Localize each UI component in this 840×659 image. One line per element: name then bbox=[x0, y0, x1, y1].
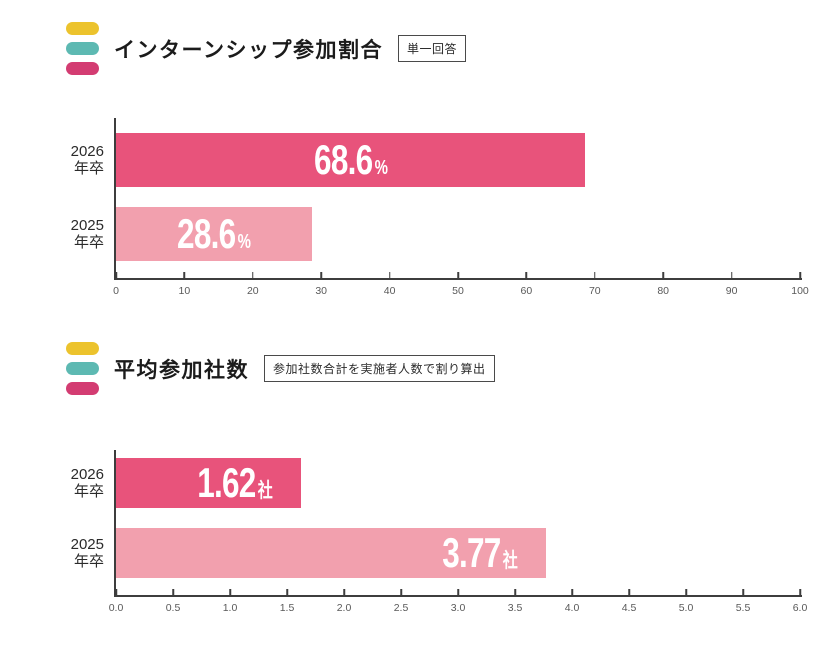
chart-title: 平均参加社数 bbox=[114, 358, 249, 382]
tick-label: 40 bbox=[383, 285, 396, 297]
tick-mark bbox=[457, 272, 459, 279]
tick-mark bbox=[252, 272, 254, 279]
tick-mark bbox=[343, 589, 345, 596]
tick-label: 3.0 bbox=[450, 602, 466, 614]
tick-mark bbox=[400, 589, 402, 596]
tick-label: 0.5 bbox=[165, 602, 181, 614]
tick-label: 5.5 bbox=[735, 602, 751, 614]
tick-mark bbox=[742, 589, 744, 596]
tick-label: 0.0 bbox=[108, 602, 124, 614]
tick-mark bbox=[183, 272, 186, 279]
bar: 68.6% bbox=[116, 133, 586, 187]
title-stripes-icon bbox=[66, 342, 99, 395]
tick-mark bbox=[115, 589, 117, 596]
stripe-teal-icon bbox=[66, 362, 99, 375]
bar-rows: 2026 年卒 68.6% 2025 年卒 28.6% bbox=[71, 118, 800, 261]
stripe-yellow-icon bbox=[66, 22, 99, 35]
value-label: 1.62 社 bbox=[197, 462, 273, 504]
category-label: 2025 年卒 bbox=[70, 535, 104, 570]
tick-label: 20 bbox=[246, 285, 259, 297]
tick-mark bbox=[799, 589, 801, 596]
tick-mark bbox=[172, 589, 174, 596]
stripe-teal-icon bbox=[66, 42, 99, 55]
plot-area: 2026 年卒 1.62 社 2025 年卒 3.77 社 0.0 0.5 1.0 1.5 2.0… bbox=[71, 450, 807, 614]
bar-row: 2025 年卒 28.6% bbox=[71, 207, 800, 261]
title-stripes-icon bbox=[66, 22, 99, 75]
tick-mark bbox=[628, 589, 630, 596]
tick-mark bbox=[115, 272, 117, 279]
value-number: 68.6 bbox=[313, 136, 373, 183]
section-header: 平均参加社数 参加社数合計を実施者人数で割り算出 bbox=[66, 342, 495, 395]
bar: 3.77 社 bbox=[116, 528, 546, 578]
tick-mark bbox=[525, 272, 528, 279]
tick-label: 1.0 bbox=[222, 602, 238, 614]
value-unit: % bbox=[374, 157, 388, 179]
tick-label: 4.5 bbox=[621, 602, 637, 614]
tick-label: 0 bbox=[113, 285, 119, 297]
value-label: 28.6% bbox=[177, 213, 251, 255]
tick-mark bbox=[799, 272, 801, 279]
x-axis-line bbox=[114, 278, 802, 280]
value-label: 3.77 社 bbox=[442, 532, 518, 574]
value-unit: 社 bbox=[257, 480, 273, 502]
tick-mark bbox=[662, 272, 664, 279]
bar-rows: 2026 年卒 1.62 社 2025 年卒 3.77 社 bbox=[71, 450, 800, 578]
tick-mark bbox=[286, 589, 288, 596]
bar-row: 2026 年卒 1.62 社 bbox=[71, 458, 800, 508]
tick-mark bbox=[320, 272, 322, 279]
tick-label: 100 bbox=[791, 285, 809, 297]
bar: 28.6% bbox=[116, 207, 312, 261]
tick-label: 4.0 bbox=[564, 602, 580, 614]
tick-label: 1.5 bbox=[279, 602, 295, 614]
category-label: 2025 年卒 bbox=[70, 216, 104, 251]
tick-mark bbox=[594, 272, 596, 279]
tick-label: 70 bbox=[588, 285, 601, 297]
tick-label: 30 bbox=[315, 285, 328, 297]
tick-mark bbox=[457, 589, 459, 596]
section-header: インターンシップ参加割合 単一回答 bbox=[66, 22, 466, 75]
y-axis-line bbox=[114, 118, 116, 280]
value-label: 68.6% bbox=[314, 139, 388, 181]
answer-type-badge: 単一回答 bbox=[397, 35, 466, 62]
tick-label: 80 bbox=[657, 285, 670, 297]
plot-area: 2026 年卒 68.6% 2025 年卒 28.6% 0 10 20 30 40 50 60 70… bbox=[71, 118, 809, 297]
stripe-magenta-icon bbox=[66, 382, 99, 395]
tick-label: 6.0 bbox=[792, 602, 808, 614]
tick-label: 2.0 bbox=[336, 602, 352, 614]
tick-mark bbox=[514, 589, 516, 596]
stripe-magenta-icon bbox=[66, 62, 99, 75]
category-label: 2026 年卒 bbox=[70, 142, 104, 177]
value-unit: % bbox=[237, 231, 251, 253]
value-unit: 社 bbox=[502, 550, 518, 572]
tick-mark bbox=[229, 589, 231, 596]
category-label: 2026 年卒 bbox=[70, 465, 104, 500]
stripe-yellow-icon bbox=[66, 342, 99, 355]
tick-label: 60 bbox=[520, 285, 533, 297]
tick-label: 3.5 bbox=[507, 602, 523, 614]
chart-title: インターンシップ参加割合 bbox=[114, 38, 383, 62]
bar-row: 2026 年卒 68.6% bbox=[71, 133, 800, 187]
x-axis-line bbox=[114, 595, 802, 597]
bar: 1.62 社 bbox=[116, 458, 301, 508]
tick-label: 90 bbox=[725, 285, 738, 297]
value-number: 28.6 bbox=[176, 210, 236, 257]
y-axis-line bbox=[114, 450, 116, 597]
tick-mark bbox=[730, 272, 733, 279]
tick-label: 5.0 bbox=[678, 602, 694, 614]
bar-row: 2025 年卒 3.77 社 bbox=[71, 528, 800, 578]
value-number: 1.62 bbox=[197, 459, 256, 506]
tick-label: 2.5 bbox=[393, 602, 409, 614]
value-number: 3.77 bbox=[442, 529, 501, 576]
tick-label: 10 bbox=[178, 285, 191, 297]
tick-mark bbox=[685, 589, 687, 596]
calculation-note-badge: 参加社数合計を実施者人数で割り算出 bbox=[264, 355, 495, 382]
tick-mark bbox=[571, 589, 573, 596]
tick-mark bbox=[388, 272, 391, 279]
tick-label: 50 bbox=[452, 285, 464, 297]
